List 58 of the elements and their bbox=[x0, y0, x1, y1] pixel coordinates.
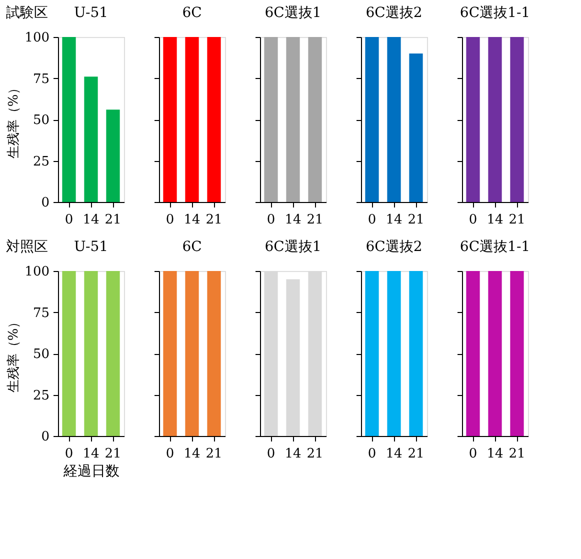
x-tick-label: 0 bbox=[368, 212, 376, 228]
x-tick-label: 0 bbox=[266, 446, 276, 462]
chart-title: 6C選抜1-1 bbox=[460, 5, 530, 21]
x-tick-label: 14 bbox=[184, 446, 200, 462]
x-tick-label: 21 bbox=[306, 212, 324, 228]
x-tick-label: 0 bbox=[166, 212, 174, 228]
y-tick-label: 75 bbox=[32, 306, 50, 321]
x-axis-title: 経過日数 bbox=[62, 464, 120, 480]
x-tick-label: 14 bbox=[486, 212, 504, 228]
x-tick-label: 14 bbox=[82, 446, 100, 462]
chart-title: 6C選抜1 bbox=[264, 239, 322, 255]
chart-title: U-51 bbox=[74, 5, 108, 21]
x-tick-label: 21 bbox=[104, 446, 122, 462]
y-tick-label: 25 bbox=[32, 388, 50, 404]
y-tick-label: 75 bbox=[32, 72, 50, 87]
chart-title: 6C bbox=[182, 239, 202, 255]
x-tick-label: 14 bbox=[82, 212, 100, 228]
y-axis-title: 生残率（%） bbox=[6, 81, 22, 159]
y-tick-label: 50 bbox=[32, 347, 50, 362]
x-tick-label: 0 bbox=[468, 212, 478, 228]
chart-title: 6C選抜2 bbox=[366, 5, 422, 21]
y-tick-label: 0 bbox=[41, 430, 50, 444]
x-tick-label: 0 bbox=[266, 212, 276, 228]
chart-title: U-51 bbox=[74, 239, 108, 255]
x-tick-label: 21 bbox=[408, 446, 424, 462]
x-tick-label: 21 bbox=[104, 212, 122, 228]
chart-title: 6C選抜1 bbox=[264, 5, 322, 21]
bar bbox=[62, 37, 76, 202]
chart-title: 6C選抜2 bbox=[366, 239, 422, 255]
x-tick-label: 0 bbox=[468, 446, 478, 462]
y-tick-label: 100 bbox=[24, 264, 50, 280]
x-tick-label: 0 bbox=[368, 446, 376, 462]
bar bbox=[84, 76, 98, 202]
x-tick-label: 14 bbox=[184, 212, 200, 228]
x-tick-label: 0 bbox=[166, 446, 174, 462]
x-tick-label: 21 bbox=[508, 446, 526, 462]
y-axis-title: 生残率（%） bbox=[6, 315, 22, 393]
x-tick-label: 14 bbox=[284, 446, 302, 462]
x-tick-label: 21 bbox=[508, 212, 526, 228]
x-tick-label: 14 bbox=[284, 212, 302, 228]
x-tick-label: 21 bbox=[206, 212, 222, 228]
x-tick-label: 21 bbox=[206, 446, 222, 462]
text: 試験区 bbox=[6, 5, 48, 21]
x-tick-label: 14 bbox=[486, 446, 504, 462]
y-tick-label: 100 bbox=[24, 30, 50, 46]
y-tick-label: 0 bbox=[41, 196, 50, 210]
y-tick-label: 25 bbox=[32, 154, 50, 170]
x-tick-label: 14 bbox=[386, 446, 402, 462]
bar bbox=[106, 110, 120, 202]
x-tick-label: 0 bbox=[64, 446, 74, 462]
x-tick-label: 0 bbox=[64, 212, 74, 228]
chart-title: 6C選抜1-1 bbox=[460, 239, 530, 255]
chart-title: 6C bbox=[182, 5, 202, 21]
x-tick-label: 14 bbox=[386, 212, 402, 228]
y-tick-label: 50 bbox=[32, 113, 50, 128]
text: 対照区 bbox=[6, 239, 48, 255]
x-tick-label: 21 bbox=[408, 212, 424, 228]
x-tick-label: 21 bbox=[306, 446, 324, 462]
